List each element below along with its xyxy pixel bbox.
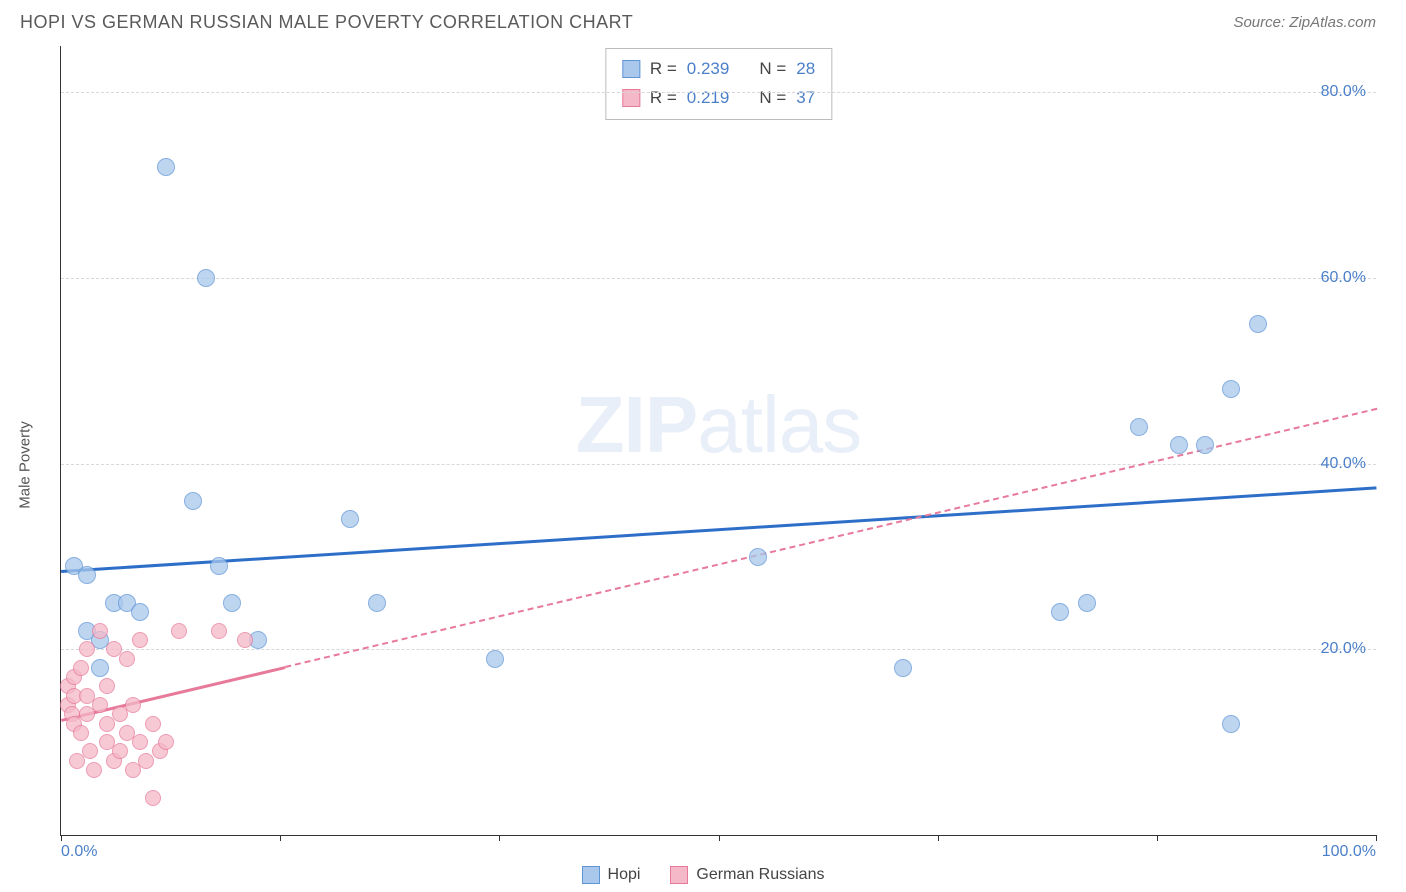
chart-container: Male Poverty ZIPatlas R =0.239N =28R =0.… <box>30 46 1376 884</box>
x-tick <box>280 835 281 841</box>
r-label: R = <box>650 84 677 113</box>
data-point <box>368 594 386 612</box>
x-tick <box>938 835 939 841</box>
data-point <box>1222 380 1240 398</box>
y-tick-label: 40.0% <box>1321 455 1366 473</box>
watermark-rest: atlas <box>697 380 861 469</box>
data-point <box>82 743 98 759</box>
n-label: N = <box>759 84 786 113</box>
data-point <box>78 566 96 584</box>
r-label: R = <box>650 55 677 84</box>
plot-area: ZIPatlas R = 0.239 N = 28 R = 0.219 N = 37 20.0… <box>60 46 1376 836</box>
legend-item: German Russians <box>670 866 824 884</box>
data-point <box>1196 436 1214 454</box>
data-point <box>86 762 102 778</box>
legend-item: Hopi <box>582 866 641 884</box>
x-tick <box>61 835 62 841</box>
x-tick <box>1376 835 1377 841</box>
data-point <box>145 716 161 732</box>
data-point <box>171 623 187 639</box>
data-point <box>210 557 228 575</box>
trend-line <box>61 487 1376 574</box>
y-axis-label: Male Poverty <box>17 421 34 509</box>
stats-legend: R = 0.239 N = 28 R = 0.219 N = 37 <box>605 48 832 120</box>
data-point <box>119 651 135 667</box>
data-point <box>211 623 227 639</box>
y-tick-label: 60.0% <box>1321 269 1366 287</box>
gridline-h <box>61 464 1376 465</box>
n-label: N = <box>759 55 786 84</box>
data-point <box>73 660 89 676</box>
source-attribution: Source: ZipAtlas.com <box>1233 14 1376 31</box>
data-point <box>92 623 108 639</box>
data-point <box>157 158 175 176</box>
data-point <box>132 734 148 750</box>
data-point <box>73 725 89 741</box>
data-point <box>131 603 149 621</box>
data-point <box>132 632 148 648</box>
series-legend: Hopi German Russians <box>30 866 1376 884</box>
legend-swatch <box>582 866 600 884</box>
data-point <box>341 510 359 528</box>
data-point <box>486 650 504 668</box>
watermark-bold: ZIP <box>576 380 697 469</box>
legend-swatch <box>670 866 688 884</box>
data-point <box>894 659 912 677</box>
data-point <box>92 697 108 713</box>
data-point <box>125 697 141 713</box>
data-point <box>237 632 253 648</box>
data-point <box>197 269 215 287</box>
legend-label: German Russians <box>696 866 824 884</box>
gridline-h <box>61 649 1376 650</box>
chart-title: HOPI VS GERMAN RUSSIAN MALE POVERTY CORR… <box>20 12 633 33</box>
data-point <box>99 678 115 694</box>
r-value: 0.239 <box>687 55 730 84</box>
data-point <box>1249 315 1267 333</box>
data-point <box>91 659 109 677</box>
legend-swatch <box>622 60 640 78</box>
x-max-label: 100.0% <box>1322 843 1376 861</box>
data-point <box>184 492 202 510</box>
watermark: ZIPatlas <box>576 379 861 471</box>
data-point <box>223 594 241 612</box>
r-value: 0.219 <box>687 84 730 113</box>
y-tick-label: 80.0% <box>1321 83 1366 101</box>
gridline-h <box>61 278 1376 279</box>
data-point <box>158 734 174 750</box>
data-point <box>749 548 767 566</box>
data-point <box>1078 594 1096 612</box>
y-tick-label: 20.0% <box>1321 640 1366 658</box>
data-point <box>1170 436 1188 454</box>
legend-label: Hopi <box>608 866 641 884</box>
stats-row: R = 0.239 N = 28 <box>622 55 815 84</box>
n-value: 37 <box>796 84 815 113</box>
stats-row: R = 0.219 N = 37 <box>622 84 815 113</box>
data-point <box>112 743 128 759</box>
x-tick <box>719 835 720 841</box>
data-point <box>1222 715 1240 733</box>
data-point <box>145 790 161 806</box>
x-tick <box>499 835 500 841</box>
x-tick <box>1157 835 1158 841</box>
data-point <box>1130 418 1148 436</box>
n-value: 28 <box>796 55 815 84</box>
gridline-h <box>61 92 1376 93</box>
data-point <box>1051 603 1069 621</box>
data-point <box>79 641 95 657</box>
x-min-label: 0.0% <box>61 843 97 861</box>
